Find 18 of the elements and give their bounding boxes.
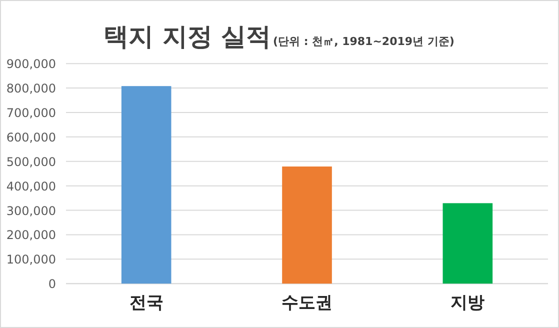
x-tick-label: 수도권	[282, 293, 332, 313]
x-tick-label: 지방	[450, 293, 485, 313]
y-tick-label: 900,000	[6, 57, 56, 72]
y-tick-label: 400,000	[6, 179, 56, 194]
y-tick-label: 700,000	[6, 106, 56, 120]
chart-title: 택지 지정 실적	[104, 22, 272, 51]
y-tick-label: 200,000	[6, 228, 56, 242]
y-tick-label: 100,000	[6, 252, 56, 267]
chart-subtitle: (단위 : 천㎡, 1981~2019년 기준)	[273, 35, 454, 48]
y-tick-label: 600,000	[6, 130, 56, 144]
bar	[282, 166, 332, 284]
bar	[442, 203, 493, 284]
y-tick-label: 500,000	[6, 154, 56, 169]
bar	[121, 86, 172, 284]
y-tick-label: 300,000	[6, 204, 56, 218]
x-tick-label: 전국	[129, 293, 164, 313]
y-tick-label: 0	[48, 277, 56, 292]
y-tick-label: 800,000	[6, 82, 56, 96]
